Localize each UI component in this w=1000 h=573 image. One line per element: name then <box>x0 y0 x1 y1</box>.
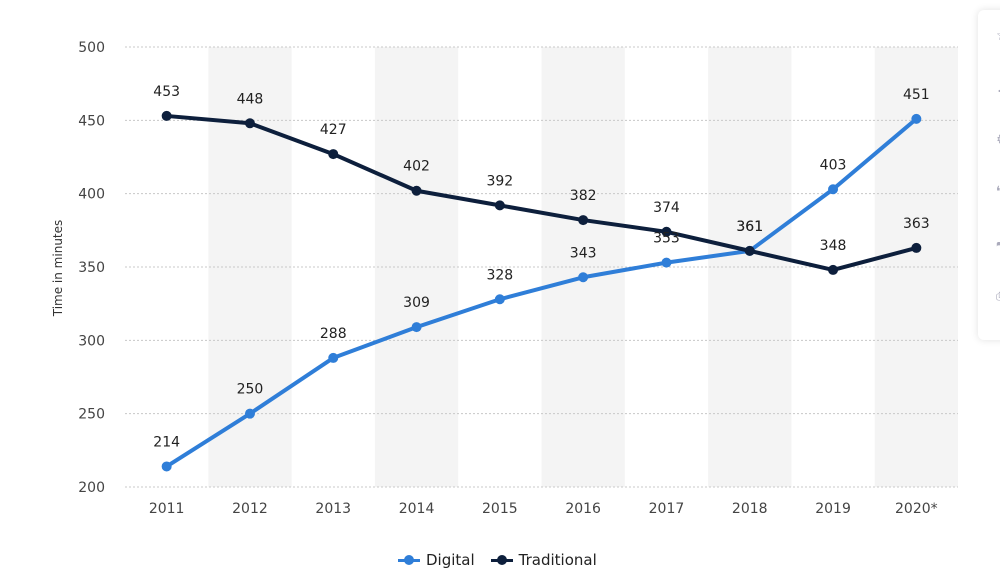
data-label-traditional: 363 <box>903 216 930 232</box>
data-point-traditional[interactable] <box>411 185 422 196</box>
grid-lines <box>125 46 958 488</box>
data-point-traditional[interactable] <box>244 118 255 129</box>
x-tick-label: 2016 <box>565 501 601 517</box>
star-icon[interactable]: ☆ <box>978 10 1000 62</box>
plot-band <box>374 47 459 487</box>
share-icon[interactable]: ➦ <box>978 218 1000 270</box>
data-point-traditional[interactable] <box>578 215 589 226</box>
data-label-traditional: 361 <box>736 219 763 235</box>
legend-item-digital[interactable]: Digital <box>398 551 475 569</box>
legend-label-traditional: Traditional <box>518 551 597 569</box>
x-tick-label: 2012 <box>232 501 268 517</box>
data-label-digital: 343 <box>570 245 597 261</box>
data-label-traditional: 374 <box>653 200 680 216</box>
data-label-digital: 353 <box>653 231 680 247</box>
x-tick-label: 2011 <box>149 501 185 517</box>
x-tick-label: 2014 <box>399 501 435 517</box>
x-tick-label: 2019 <box>815 501 851 517</box>
y-tick-label: 200 <box>78 480 105 496</box>
data-label-traditional: 392 <box>486 173 513 189</box>
data-label-traditional: 348 <box>820 238 847 254</box>
y-tick-label: 500 <box>78 40 105 56</box>
x-tick-label: 2017 <box>649 501 685 517</box>
data-label-digital: 451 <box>903 87 930 103</box>
legend-label-digital: Digital <box>426 551 475 569</box>
data-label-digital: 403 <box>820 157 847 173</box>
data-point-traditional[interactable] <box>161 110 172 121</box>
bell-icon[interactable]: ♫ <box>978 62 1000 114</box>
quote-icon[interactable]: ❝ <box>996 184 1000 200</box>
data-point-digital[interactable] <box>494 294 505 305</box>
x-tick-label: 2018 <box>732 501 768 517</box>
y-tick-label: 400 <box>78 187 105 203</box>
data-point-traditional[interactable] <box>328 149 339 160</box>
data-label-traditional: 427 <box>320 122 347 138</box>
side-toolbar: ☆ ♫ ⚙ ❝ ➦ ⎙ <box>978 10 1000 340</box>
x-axis-ticks: 2011 2012 2013 2014 2015 2016 2017 2018 2019 2020… <box>149 501 938 517</box>
data-point-digital[interactable] <box>411 322 422 333</box>
y-axis-ticks: 200 250 300 350 400 450 500 <box>78 40 105 496</box>
data-label-digital: 361 <box>736 219 763 235</box>
x-tick-label: 2015 <box>482 501 518 517</box>
data-label-digital: 250 <box>237 382 264 398</box>
x-tick-label: 2013 <box>315 501 351 517</box>
series-group <box>161 110 922 472</box>
print-icon[interactable]: ⎙ <box>978 270 1000 322</box>
data-label-digital: 309 <box>403 295 430 311</box>
legend-item-traditional[interactable]: Traditional <box>490 551 597 569</box>
y-tick-label: 450 <box>78 113 105 129</box>
data-point-traditional[interactable] <box>494 200 505 211</box>
settings-icon[interactable]: ⚙ <box>978 114 1000 166</box>
y-tick-label: 250 <box>78 407 105 423</box>
legend: Digital Traditional <box>398 551 597 569</box>
data-point-traditional[interactable] <box>828 264 839 275</box>
data-label-traditional: 382 <box>570 188 597 204</box>
legend-swatch-digital <box>398 554 420 566</box>
data-point-traditional[interactable] <box>661 226 672 237</box>
data-label-digital: 214 <box>153 434 180 450</box>
data-point-traditional[interactable] <box>911 242 922 253</box>
data-point-digital[interactable] <box>661 257 672 268</box>
data-point-traditional[interactable] <box>744 245 755 256</box>
data-label-digital: 328 <box>486 267 513 283</box>
data-point-digital[interactable] <box>244 408 255 419</box>
y-tick-label: 300 <box>78 333 105 349</box>
series-line-digital <box>165 117 918 469</box>
y-axis-label: Time in minutes <box>51 220 65 318</box>
data-labels: 214 250 288 309 328 343 353 361 403 451 453 448 427 4… <box>153 84 929 451</box>
data-label-traditional: 453 <box>153 84 180 100</box>
data-label-traditional: 448 <box>237 91 264 107</box>
data-point-digital[interactable] <box>328 352 339 363</box>
data-label-digital: 288 <box>320 326 347 342</box>
legend-swatch-traditional <box>490 554 513 566</box>
data-point-digital[interactable] <box>828 184 839 195</box>
data-label-traditional: 402 <box>403 159 430 175</box>
data-point-digital[interactable] <box>911 113 922 124</box>
data-point-digital[interactable] <box>161 461 172 472</box>
series-line-traditional <box>166 113 917 272</box>
y-tick-label: 350 <box>78 260 105 276</box>
data-point-digital[interactable] <box>578 272 589 283</box>
x-tick-label: 2020* <box>895 501 938 517</box>
